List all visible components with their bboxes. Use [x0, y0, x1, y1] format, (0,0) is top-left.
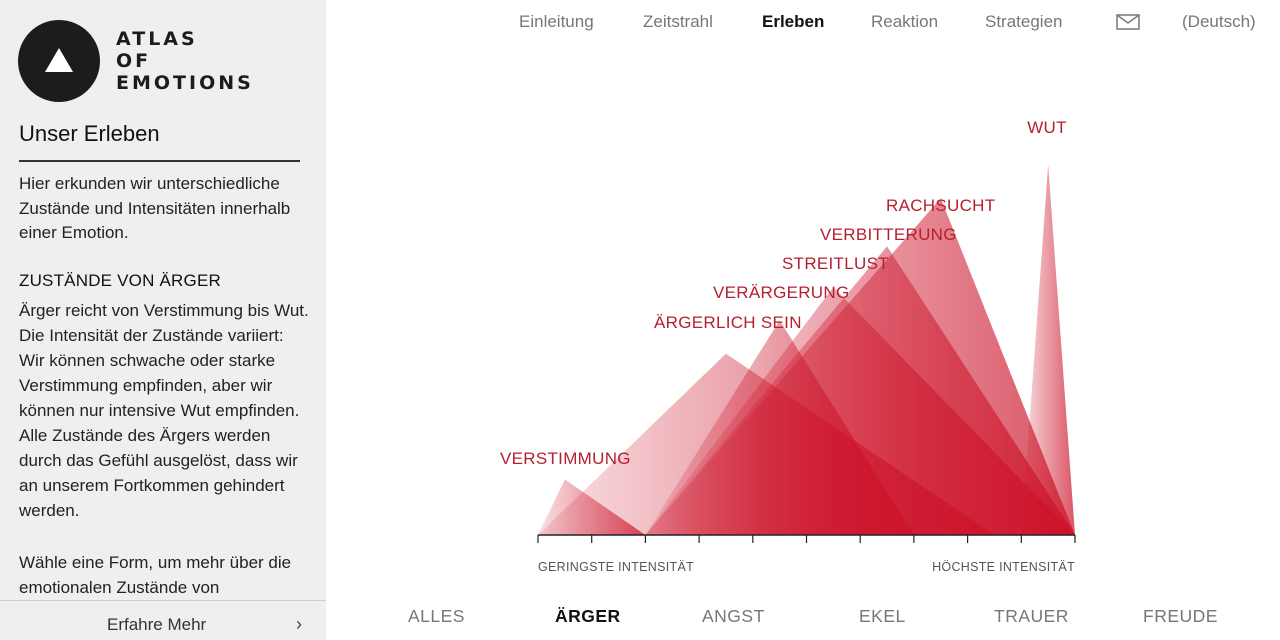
state-shape-wut[interactable]: [1021, 165, 1075, 535]
tab-ekel[interactable]: EKEL: [859, 606, 906, 626]
brand-line-1: ATLAS: [116, 28, 198, 50]
tab-trauer[interactable]: TRAUER: [994, 606, 1069, 626]
axis-label-highest: HÖCHSTE INTENSITÄT: [932, 560, 1075, 574]
brand-line-3: EMOTIONS: [116, 72, 254, 94]
sidebar-title: Unser Erleben: [19, 121, 160, 146]
state-shape-rachsucht[interactable]: [645, 198, 1075, 536]
nav-zeitstrahl[interactable]: Zeitstrahl: [643, 12, 713, 31]
learn-more-button[interactable]: Erfahre Mehr ›: [0, 600, 326, 640]
nav-reaktion[interactable]: Reaktion: [871, 12, 939, 31]
state-label-verstimmung[interactable]: VERSTIMMUNG: [500, 449, 631, 468]
sidebar-section-heading: ZUSTÄNDE VON ÄRGER: [19, 271, 221, 290]
nav-erleben[interactable]: Erleben: [762, 12, 825, 31]
nav-strategien[interactable]: Strategien: [985, 12, 1063, 31]
sidebar-divider: [19, 160, 300, 162]
chevron-right-icon: ›: [296, 614, 302, 634]
emotion-tabs: ALLES ÄRGER ANGST EKEL TRAUER FREUDE: [326, 600, 1280, 640]
sidebar-intro: Hier erkunden wir unterschiedliche Zustä…: [19, 174, 291, 242]
sidebar: ATLAS OF EMOTIONS Unser Erleben Hier erk…: [0, 0, 326, 640]
language-selector[interactable]: (Deutsch): [1182, 12, 1256, 31]
triangle-logo-icon: [45, 48, 73, 72]
state-label-verargerung[interactable]: VERÄRGERUNG: [713, 283, 850, 302]
tab-freude[interactable]: FREUDE: [1143, 606, 1218, 626]
state-label-rachsucht[interactable]: RACHSUCHT: [886, 196, 995, 215]
mail-icon[interactable]: [1116, 14, 1140, 35]
brand-wordmark[interactable]: ATLAS OF EMOTIONS: [116, 28, 254, 94]
learn-more-label: Erfahre Mehr: [107, 615, 207, 634]
axis-label-lowest: GERINGSTE INTENSITÄT: [538, 560, 694, 574]
top-navigation: Einleitung Zeitstrahl Erleben Reaktion S…: [326, 10, 1280, 40]
tab-aerger[interactable]: ÄRGER: [555, 606, 621, 626]
atlas-logo[interactable]: [18, 20, 100, 102]
state-label-argerlich-sein[interactable]: ÄRGERLICH SEIN: [654, 313, 802, 332]
state-label-streitlust[interactable]: STREITLUST: [782, 254, 889, 273]
nav-einleitung[interactable]: Einleitung: [519, 12, 594, 31]
sidebar-description: Ärger reicht von Verstimmung bis Wut. Di…: [19, 301, 309, 520]
tab-angst[interactable]: ANGST: [702, 606, 765, 626]
state-label-verbitterung[interactable]: VERBITTERUNG: [820, 225, 957, 244]
state-label-wut[interactable]: WUT: [1027, 118, 1067, 137]
sidebar-instruction: Wähle eine Form, um mehr über die emotio…: [19, 553, 292, 597]
brand-line-2: OF: [116, 50, 152, 72]
tab-alles[interactable]: ALLES: [408, 606, 465, 626]
